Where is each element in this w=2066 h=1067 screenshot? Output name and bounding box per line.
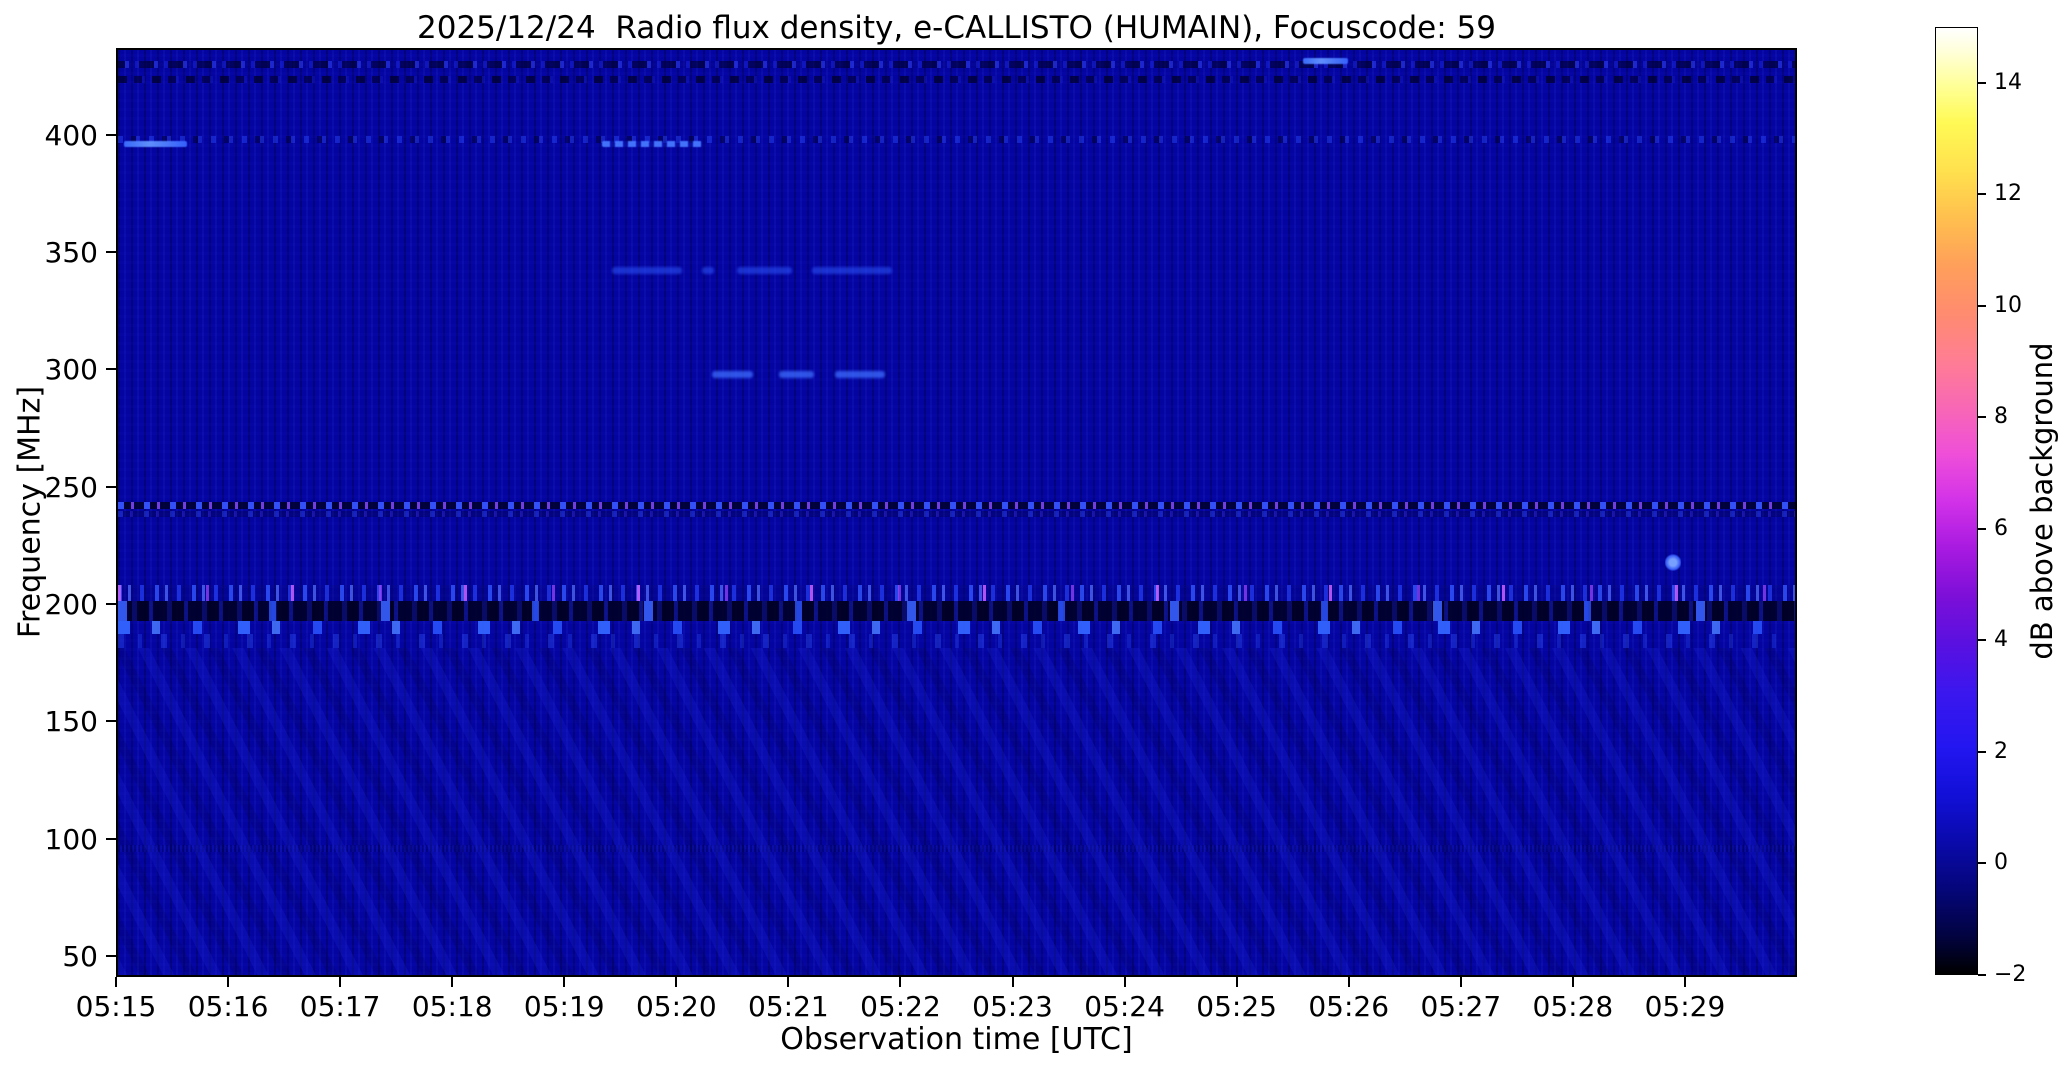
x-tick-mark (451, 977, 454, 987)
colorbar-tick-label: 10 (1994, 292, 2022, 318)
y-tick-mark (106, 133, 116, 136)
x-tick-label: 05:29 (1644, 990, 1726, 1023)
x-tick-label: 05:18 (411, 990, 493, 1023)
feature-dash-343mhz-d (811, 267, 893, 275)
y-tick-label: 200 (44, 587, 98, 621)
feature-dash-343mhz-b (701, 267, 715, 275)
colorbar-tick-label: 14 (1994, 69, 2022, 95)
y-tick-mark (106, 837, 116, 840)
feature-rfi-speckle-row-431mhz (118, 60, 1795, 68)
x-tick-mark (227, 977, 230, 987)
x-tick-mark (1235, 977, 1238, 987)
feature-dash-343mhz-c (736, 267, 792, 275)
y-axis-label: Frequency [MHz] (12, 385, 48, 639)
y-tick-label: 350 (44, 236, 98, 270)
feature-bright-streak-397mhz-0515 (123, 141, 188, 148)
y-tick-mark (106, 251, 116, 254)
feature-bright-streak-397mhz-0519 (602, 141, 702, 148)
x-tick-mark (1459, 977, 1462, 987)
colorbar-label: dB above background (2025, 342, 2059, 660)
y-tick-label: 50 (62, 939, 98, 973)
feature-dash-343mhz-a (612, 267, 682, 275)
colorbar-tick-label: −2 (1994, 962, 2027, 987)
x-tick-label: 05:23 (972, 990, 1053, 1023)
spectrogram-plot (116, 48, 1797, 977)
feature-bright-streak-432mhz-0525 (1302, 58, 1349, 65)
feature-speckle-row-206mhz (118, 584, 1795, 602)
x-tick-mark (787, 977, 790, 987)
x-tick-mark (675, 977, 678, 987)
feature-faint-carrier-239mhz (118, 510, 1795, 517)
colorbar-tick-mark (1978, 416, 1986, 419)
colorbar-tick-mark (1978, 862, 1986, 865)
y-tick-mark (106, 368, 116, 371)
feature-speckle-line-399mhz (118, 135, 1795, 143)
colorbar-tick-mark (1978, 193, 1986, 196)
x-tick-label: 05:16 (187, 990, 269, 1023)
x-tick-label: 05:28 (1532, 990, 1614, 1023)
feature-dash-298mhz-c (835, 371, 885, 379)
x-tick-mark (1571, 977, 1574, 987)
x-tick-mark (563, 977, 566, 987)
x-tick-label: 05:21 (748, 990, 829, 1023)
x-tick-label: 05:25 (1196, 990, 1277, 1023)
colorbar-tick-label: 4 (1994, 627, 2008, 653)
colorbar-tick-mark (1978, 81, 1986, 84)
x-tick-mark (1347, 977, 1350, 987)
feature-dash-298mhz-b (779, 371, 814, 379)
y-tick-label: 250 (44, 470, 98, 504)
feature-rfi-dark-row-424mhz (118, 75, 1795, 83)
colorbar-tick-mark (1978, 639, 1986, 642)
y-tick-mark (106, 485, 116, 488)
x-axis-label: Observation time [UTC] (780, 1022, 1133, 1057)
colorbar-tick-mark (1978, 304, 1986, 307)
x-tick-label: 05:15 (75, 990, 157, 1023)
colorbar-tick-mark (1978, 974, 1986, 976)
colorbar-tick-label: 8 (1994, 404, 2008, 430)
y-tick-label: 300 (44, 353, 98, 387)
feature-dotted-carrier-243mhz (118, 501, 1795, 509)
x-tick-label: 05:17 (299, 990, 381, 1023)
colorbar-tick-label: 12 (1994, 181, 2022, 207)
y-tick-mark (106, 954, 116, 957)
feature-striation-line-97mhz (118, 845, 1795, 853)
x-tick-label: 05:26 (1308, 990, 1390, 1023)
feature-dash-298mhz-a (711, 371, 754, 379)
colorbar-tick-label: 0 (1994, 850, 2008, 876)
colorbar-tick-label: 2 (1994, 738, 2008, 764)
colorbar-tick-mark (1978, 750, 1986, 753)
x-tick-mark (1123, 977, 1126, 987)
x-tick-label: 05:27 (1420, 990, 1502, 1023)
feature-dark-band-198mhz (118, 601, 1795, 622)
y-tick-label: 400 (44, 118, 98, 152)
colorbar-tick-mark (1978, 527, 1986, 530)
x-tick-mark (339, 977, 342, 987)
x-tick-mark (1683, 977, 1686, 987)
x-tick-label: 05:24 (1084, 990, 1165, 1023)
x-tick-label: 05:19 (523, 990, 605, 1023)
feature-faint-row-185mhz (118, 634, 1795, 649)
colorbar-gradient (1935, 27, 1978, 975)
y-tick-mark (106, 602, 116, 605)
y-tick-mark (106, 720, 116, 723)
x-tick-mark (1011, 977, 1014, 987)
x-tick-mark (115, 977, 117, 987)
colorbar-tick-label: 6 (1994, 515, 2008, 541)
x-tick-mark (899, 977, 902, 987)
feature-bright-dot-218mhz-0528 (1664, 554, 1682, 571)
x-tick-label: 05:20 (635, 990, 717, 1023)
x-tick-label: 05:22 (860, 990, 941, 1023)
y-tick-label: 150 (44, 705, 98, 739)
chart-title: 2025/12/24 Radio flux density, e-CALLIST… (417, 10, 1496, 46)
feature-bright-dash-row-191mhz (118, 621, 1795, 635)
y-tick-label: 100 (44, 822, 98, 856)
feature-diagonal-interference-ripples (118, 648, 1795, 975)
